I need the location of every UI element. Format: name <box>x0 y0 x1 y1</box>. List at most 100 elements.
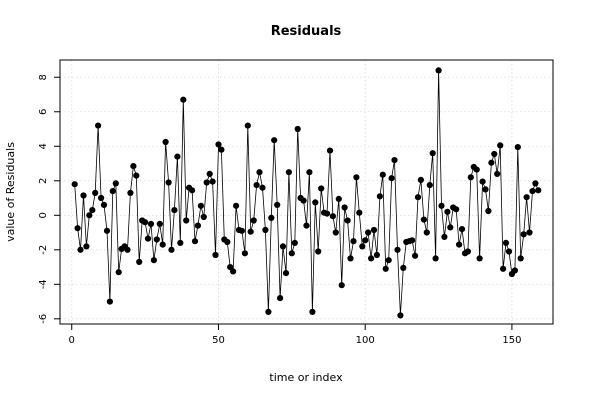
data-point <box>309 308 316 315</box>
data-point <box>177 239 184 246</box>
data-point <box>171 207 178 214</box>
data-point <box>233 202 240 209</box>
data-point <box>382 265 389 272</box>
y-tick-label: -4 <box>38 279 49 289</box>
data-point <box>262 226 269 234</box>
y-tick-label: -6 <box>38 314 49 324</box>
data-point <box>89 207 96 214</box>
series-line <box>74 70 539 316</box>
data-point <box>388 175 395 182</box>
data-point <box>479 178 486 185</box>
data-point <box>133 172 140 179</box>
data-point <box>514 144 521 151</box>
data-point <box>323 210 331 217</box>
data-point <box>279 243 287 250</box>
data-point <box>376 193 383 200</box>
data-point <box>215 141 222 148</box>
data-point <box>500 265 507 272</box>
data-point <box>464 248 471 255</box>
data-point <box>265 308 272 315</box>
data-point <box>505 248 513 255</box>
data-point <box>92 189 99 196</box>
data-point <box>532 180 539 187</box>
data-point <box>482 186 489 193</box>
data-point <box>520 231 527 238</box>
x-axis-label: time or index <box>269 371 343 384</box>
data-point <box>77 246 84 253</box>
x-tick-label: 0 <box>69 335 75 346</box>
axes: 0 50 100 150 -6 -4 -2 0 2 4 6 8 <box>38 74 521 346</box>
data-point <box>74 225 81 232</box>
data-point <box>142 219 149 226</box>
data-point <box>453 206 460 213</box>
data-point <box>476 255 483 262</box>
data-point <box>168 246 175 253</box>
data-point <box>180 96 187 103</box>
data-point <box>259 184 266 191</box>
data-point <box>183 217 190 224</box>
chart-title: Residuals <box>271 24 342 39</box>
data-point <box>362 237 369 244</box>
data-point <box>444 208 451 215</box>
data-point <box>370 226 378 234</box>
data-point <box>106 298 113 305</box>
data-point <box>347 255 354 262</box>
data-point <box>365 229 372 236</box>
y-axis-label: value of Residuals <box>4 142 17 242</box>
data-point <box>191 238 199 245</box>
data-point <box>124 246 131 253</box>
data-point <box>294 125 301 133</box>
y-tick-label: 8 <box>38 74 49 80</box>
data-point <box>353 174 360 181</box>
data-point <box>526 229 533 236</box>
data-point <box>329 213 336 220</box>
data-point <box>291 239 298 246</box>
data-point <box>109 188 116 195</box>
data-point <box>271 137 278 144</box>
y-tick-label: 0 <box>38 212 49 218</box>
data-point <box>203 179 210 186</box>
data-point <box>274 201 281 208</box>
data-point <box>147 220 155 227</box>
data-point <box>350 238 357 245</box>
data-point <box>241 250 248 257</box>
data-point <box>491 150 498 158</box>
data-point <box>212 251 219 259</box>
data-point <box>523 194 530 201</box>
data-point <box>153 236 160 243</box>
data-point <box>312 199 319 206</box>
data-point <box>385 257 392 264</box>
data-point <box>318 185 325 192</box>
data-point <box>488 159 495 166</box>
data-point <box>373 251 380 259</box>
data-point <box>209 178 216 185</box>
data-point <box>250 217 257 224</box>
data-point <box>115 269 122 276</box>
data-point <box>435 67 442 74</box>
data-point <box>194 222 201 229</box>
data-point <box>473 166 480 173</box>
data-point <box>423 229 430 236</box>
data-point <box>112 180 119 187</box>
data-point <box>224 238 231 246</box>
data-point <box>456 241 463 248</box>
data-point <box>332 229 339 236</box>
data-point <box>400 264 407 271</box>
data-point <box>409 237 416 244</box>
data-point <box>458 226 466 233</box>
data-point <box>494 170 501 177</box>
data-point <box>502 239 510 246</box>
data-point <box>447 224 454 231</box>
data-point <box>127 189 134 196</box>
y-tick-label: 2 <box>38 178 49 184</box>
data-point <box>174 153 181 160</box>
data-point <box>535 187 542 194</box>
data-point <box>485 207 492 215</box>
data-point <box>247 228 254 235</box>
data-point <box>288 250 295 257</box>
data-point <box>98 194 105 202</box>
data-point <box>300 197 307 204</box>
data-point <box>429 150 436 157</box>
data-point <box>285 169 292 176</box>
data-point <box>359 243 366 250</box>
